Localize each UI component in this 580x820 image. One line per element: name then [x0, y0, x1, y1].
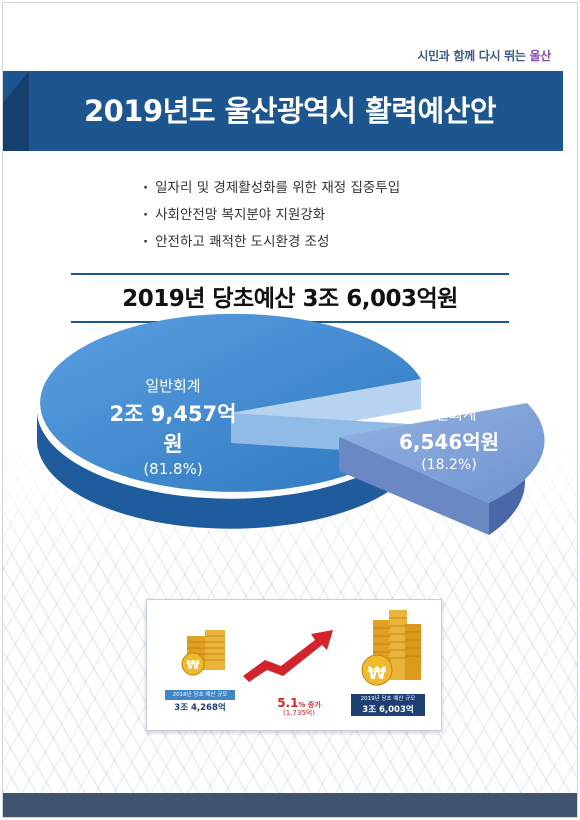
slice-amount-general: 2조 9,457억원 [109, 402, 237, 456]
growth-rate: 5.1% 증가 [259, 692, 339, 711]
city-slogan: 시민과 함께 다시 뛰는 울산 [417, 47, 551, 64]
growth-rate-suffix: % 증가 [298, 701, 321, 709]
bullet-item: 사회안전망 복지분야 지원강화 [143, 204, 400, 231]
comparison-card: ₩ ₩ 2018년 당초 예산 규모 3조 4,268억 5.1% 증가 (1,… [146, 599, 442, 731]
slice-label-general: 일반회계 2조 9,457억원 (81.8%) [103, 375, 243, 478]
pie-slice-special-side3 [339, 437, 489, 535]
growth-amount: (1,735억) [283, 709, 315, 717]
comparison-graphic [181, 610, 421, 686]
budget-pie-chart [37, 313, 545, 535]
coin-stack-small [181, 630, 225, 676]
growth-arrow [243, 630, 333, 682]
slice-name-special: 특별회계 [421, 405, 477, 423]
growth-rate-number: 5.1 [277, 696, 299, 710]
won-icon-small: ₩ [186, 658, 200, 672]
slice-label-special: 특별회계 6,546억원 (18.2%) [389, 403, 509, 473]
curr-budget-label: 2019년 당초 예산 규모 [351, 694, 425, 704]
bullet-item: 안전하고 쾌적한 도시환경 조성 [143, 231, 400, 258]
bullet-list: 일자리 및 경제활성화를 위한 재정 집중투입 사회안전망 복지분야 지원강화 … [143, 177, 400, 258]
pie-slice-general-side [37, 413, 422, 529]
slogan-text: 시민과 함께 다시 뛰는 [417, 49, 526, 63]
coin-stack-large [361, 610, 421, 686]
slice-percent-special: (18.2%) [421, 457, 477, 473]
slice-percent-general: (81.8%) [143, 460, 203, 478]
slice-amount-special: 6,546억원 [398, 430, 500, 454]
prev-budget-value: 3조 4,268억 [174, 703, 226, 713]
footer-bar [3, 793, 577, 817]
won-icon-large: ₩ [367, 664, 387, 684]
slogan-city: 울산 [529, 49, 552, 63]
total-budget: 2019년 당초예산 3조 6,003억원 [122, 286, 458, 312]
pie-slice-special [339, 403, 545, 503]
prev-budget-label: 2018년 당초 예산 규모 [165, 690, 235, 700]
slice-name-general: 일반회계 [145, 377, 201, 395]
title-banner [3, 71, 563, 151]
divider-top [71, 273, 509, 275]
page-title: 2019년도 울산광역시 활력예산안 [83, 94, 497, 128]
curr-budget-value: 3조 6,003억 [351, 704, 425, 716]
bullet-item: 일자리 및 경제활성화를 위한 재정 집중투입 [143, 177, 400, 204]
